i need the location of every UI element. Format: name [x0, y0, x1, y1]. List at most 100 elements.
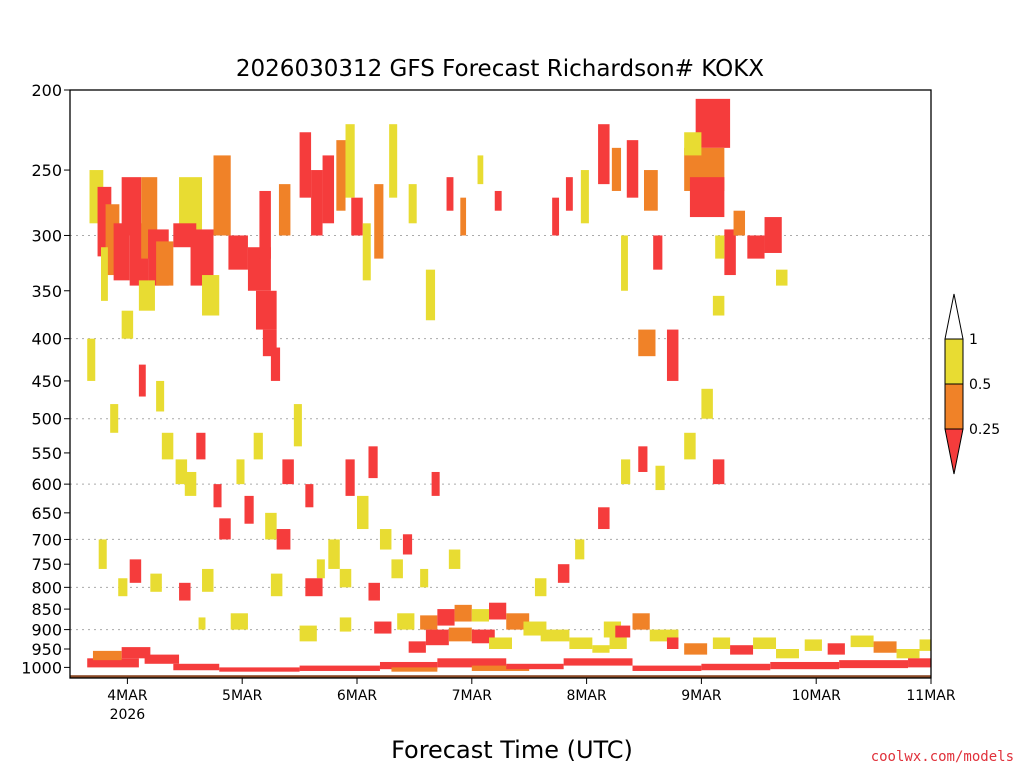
- ri-cell: [638, 446, 648, 472]
- ri-cell: [804, 639, 822, 651]
- legend-label: 0.25: [969, 422, 1000, 438]
- ri-cell: [839, 660, 909, 669]
- ri-cell: [569, 637, 593, 649]
- ri-cell: [638, 329, 656, 357]
- x-tick-label: 10MAR: [792, 688, 841, 704]
- ri-cell: [259, 190, 271, 259]
- ri-cell: [389, 124, 398, 198]
- ri-cell: [293, 404, 302, 447]
- legend: 1 0.5 0.25: [944, 293, 1000, 475]
- ri-cell: [138, 280, 155, 311]
- ri-cell: [764, 217, 782, 253]
- ri-cell: [202, 275, 220, 316]
- ri-cell: [684, 643, 708, 655]
- y-tick-label: 700: [31, 530, 62, 549]
- x-tick-label: 7MAR: [452, 688, 493, 704]
- surface-band: [70, 675, 931, 678]
- legend-swatch-low: [944, 428, 964, 475]
- ri-cell: [471, 665, 530, 671]
- ri-cell: [747, 235, 765, 259]
- y-tick-label: 950: [31, 640, 62, 659]
- legend-label: 0.5: [969, 377, 991, 393]
- ri-cell: [489, 637, 512, 649]
- ri-cell: [202, 568, 214, 592]
- y-tick-label: 650: [31, 504, 62, 523]
- ri-cell: [244, 495, 254, 524]
- ri-cell: [402, 534, 413, 555]
- ri-cell: [196, 432, 206, 460]
- ri-cell: [621, 459, 631, 485]
- ri-cell: [213, 484, 222, 508]
- ri-cell: [908, 658, 931, 668]
- ri-cell: [626, 140, 639, 198]
- ri-cell: [649, 629, 679, 642]
- ri-cell: [150, 573, 162, 592]
- ri-cell: [666, 637, 679, 649]
- legend-swatch-high: [944, 338, 964, 385]
- ri-cell: [110, 404, 119, 433]
- ri-cell: [156, 241, 174, 286]
- ri-cell: [420, 615, 438, 630]
- ri-cell: [684, 132, 702, 156]
- ri-cell: [425, 269, 436, 321]
- ri-cell: [299, 625, 317, 642]
- ri-cell: [827, 643, 845, 655]
- y-tick-label: 350: [31, 282, 62, 301]
- ri-cell: [345, 124, 355, 198]
- x-tick-label: 4MAR: [107, 688, 148, 704]
- ri-cell: [190, 229, 214, 286]
- ri-cell: [278, 184, 291, 236]
- y-tick-label: 450: [31, 372, 62, 391]
- ri-cell: [175, 459, 188, 485]
- x-tick-label: 8MAR: [566, 688, 607, 704]
- ri-cell: [322, 155, 335, 224]
- ri-cell: [118, 578, 128, 597]
- ri-cell: [179, 177, 203, 230]
- ri-cell: [408, 641, 426, 653]
- y-tick-label: 250: [31, 161, 62, 180]
- ri-cell: [213, 155, 231, 236]
- ri-cell: [219, 518, 231, 540]
- ri-cell: [653, 235, 663, 270]
- ri-cell: [161, 432, 174, 460]
- ri-cell: [873, 641, 897, 653]
- ri-cell: [615, 625, 631, 638]
- ri-cell: [454, 604, 472, 622]
- ri-cell: [100, 247, 108, 301]
- ri-cell: [255, 290, 277, 330]
- ri-cell: [701, 663, 771, 671]
- y-tick-label: 500: [31, 410, 62, 429]
- y-tick-label: 850: [31, 600, 62, 619]
- plot-area: [69, 89, 932, 679]
- ri-cell: [592, 645, 610, 653]
- ri-cell: [270, 573, 283, 597]
- ri-cell: [666, 329, 679, 381]
- ri-cell: [431, 471, 440, 496]
- ri-cell: [850, 635, 874, 648]
- ri-cell: [733, 210, 746, 236]
- ri-cell: [621, 235, 628, 291]
- ri-cell: [609, 637, 627, 649]
- y-tick-label: 550: [31, 444, 62, 463]
- ri-cell: [919, 639, 931, 651]
- ri-cell: [391, 667, 438, 672]
- ri-cell: [156, 380, 165, 412]
- y-axis: 200 250 300 350 400 450 500 550 600 650 700 750 800 8…: [21, 81, 70, 677]
- ri-cell: [368, 582, 380, 601]
- ri-cell: [437, 658, 507, 668]
- ri-cell: [448, 627, 472, 642]
- ri-cell: [351, 197, 363, 236]
- ri-cell: [494, 190, 502, 211]
- x-axis-title: Forecast Time (UTC): [391, 736, 633, 764]
- ri-cell: [425, 629, 449, 646]
- y-tick-label: 1000: [21, 658, 62, 677]
- x-tick-label: 11MAR: [906, 688, 955, 704]
- ri-cell: [471, 609, 490, 622]
- ri-cell: [379, 529, 392, 550]
- ri-cell: [632, 665, 702, 671]
- credit-link[interactable]: coolwx.com/models: [871, 749, 1014, 765]
- ri-cell: [362, 223, 371, 281]
- ri-cell: [715, 235, 725, 259]
- ri-cell: [198, 617, 206, 630]
